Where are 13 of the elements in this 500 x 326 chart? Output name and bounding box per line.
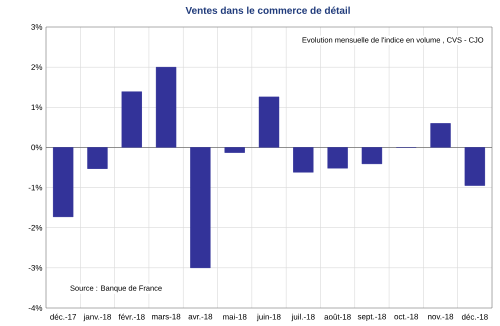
chart-title: Ventes dans le commerce de détail [186,6,350,14]
bar [464,147,486,186]
bar [430,123,451,148]
bar [156,66,176,148]
bar [327,147,348,169]
bar [87,147,108,169]
bar [52,147,74,218]
bar [362,147,382,164]
bar [293,147,314,173]
bar [190,147,211,268]
bar [122,91,142,148]
bar [224,147,245,153]
bar [258,96,280,148]
